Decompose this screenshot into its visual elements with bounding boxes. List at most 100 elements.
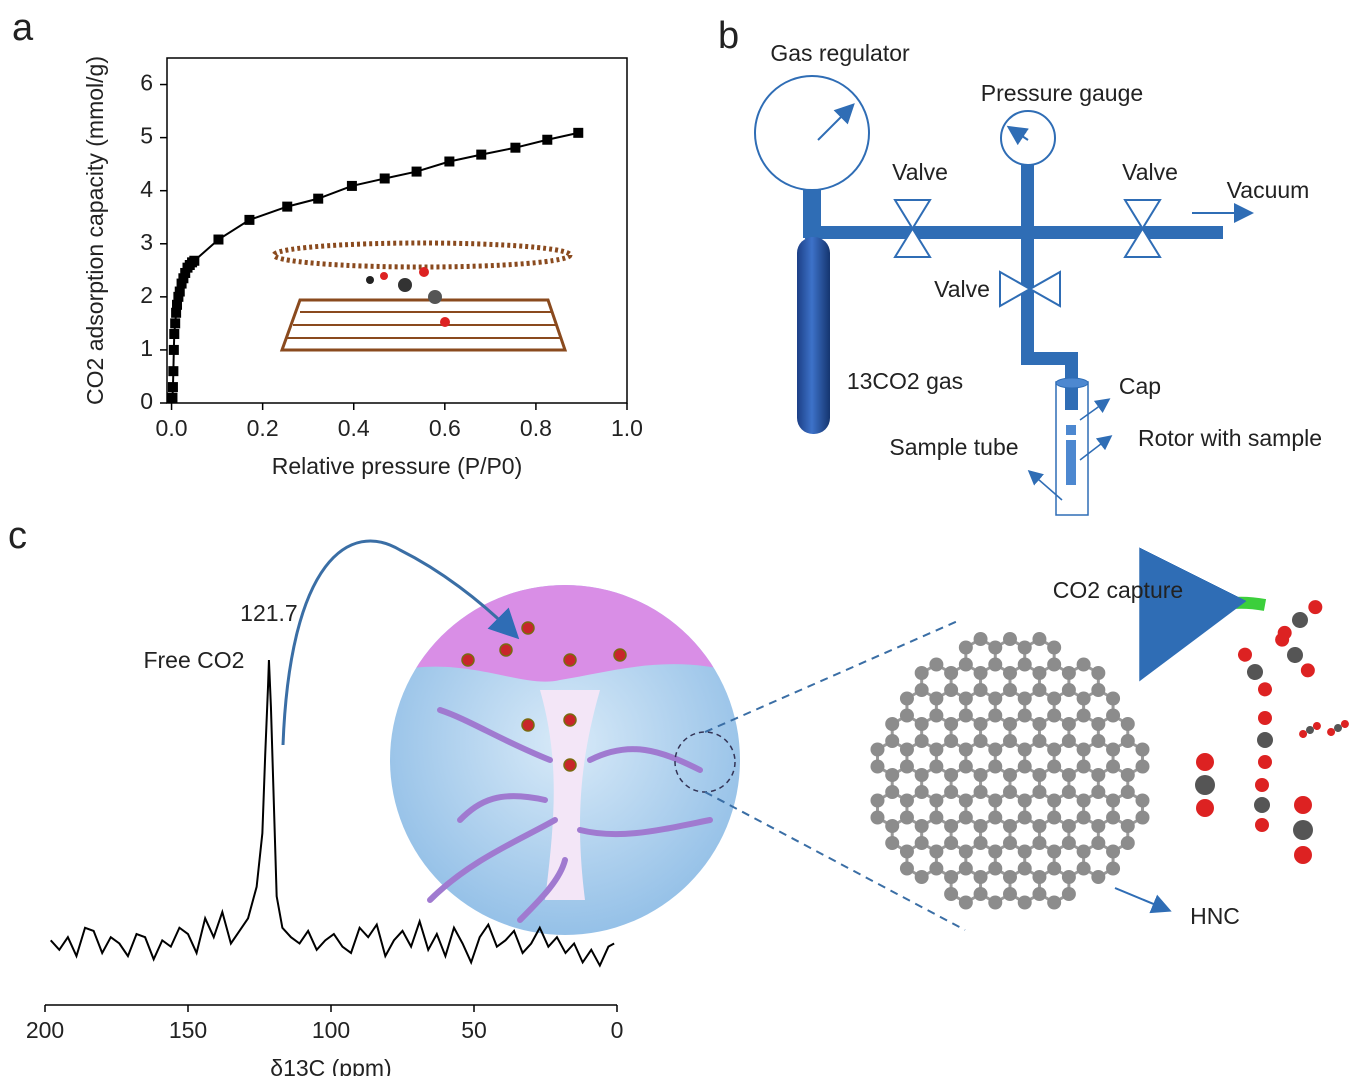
atom [1018, 692, 1032, 706]
atom [1091, 734, 1105, 748]
atom [900, 709, 914, 723]
atom [988, 794, 1002, 808]
data-point [170, 318, 180, 328]
x-tick-label: 0 [611, 1017, 624, 1043]
atom [915, 666, 929, 680]
atom [1062, 887, 1076, 901]
atom [1032, 785, 1046, 799]
atom [1032, 819, 1046, 833]
data-point [476, 150, 486, 160]
atom [929, 862, 943, 876]
data-point [313, 194, 323, 204]
atom [988, 760, 1002, 774]
atom [959, 641, 973, 655]
inset-structure [274, 243, 570, 350]
atom [1091, 785, 1105, 799]
x-tick-label: 0.0 [156, 415, 188, 441]
y-tick-label: 5 [140, 123, 153, 149]
atom [1047, 709, 1061, 723]
atom [1077, 692, 1091, 706]
x-tick-label: 200 [26, 1017, 64, 1043]
y-tick-label: 1 [140, 335, 153, 361]
atom [1003, 683, 1017, 697]
atom [974, 734, 988, 748]
atom [1062, 819, 1076, 833]
atom [988, 845, 1002, 859]
atom [1003, 717, 1017, 731]
atom [1047, 862, 1061, 876]
atom [929, 811, 943, 825]
data-point [444, 157, 454, 167]
atom [974, 819, 988, 833]
atom [1032, 870, 1046, 884]
atom [1091, 768, 1105, 782]
co2-molecules [1195, 597, 1350, 864]
atom [1091, 666, 1105, 680]
data-point [189, 256, 199, 266]
y-tick-label: 4 [140, 176, 153, 202]
atom [1077, 811, 1091, 825]
x-tick-label: 0.6 [429, 415, 461, 441]
atom [1018, 658, 1032, 672]
atom [1106, 862, 1120, 876]
label: Valve [1122, 159, 1178, 185]
atom [915, 785, 929, 799]
atom [959, 692, 973, 706]
atom [1003, 887, 1017, 901]
atom [1062, 666, 1076, 680]
atom [1077, 743, 1091, 757]
x-tick-label: 50 [461, 1017, 487, 1043]
atom [1091, 717, 1105, 731]
atom [1003, 734, 1017, 748]
atom [929, 658, 943, 672]
atom [1047, 641, 1061, 655]
atom [885, 768, 899, 782]
data-point [380, 173, 390, 183]
atom [1136, 811, 1150, 825]
data-point [542, 135, 552, 145]
atom [1018, 862, 1032, 876]
atom [1091, 836, 1105, 850]
atom [974, 632, 988, 646]
atom [870, 794, 884, 808]
atom [944, 683, 958, 697]
atom [1077, 658, 1091, 672]
atom [915, 683, 929, 697]
data-point [169, 345, 179, 355]
atom [974, 717, 988, 731]
atom [900, 794, 914, 808]
atom [1136, 760, 1150, 774]
atom [1077, 760, 1091, 774]
atom [988, 811, 1002, 825]
atom [1003, 768, 1017, 782]
data-point [169, 329, 179, 339]
atom [885, 836, 899, 850]
atom [1032, 632, 1046, 646]
y-tick-label: 2 [140, 282, 153, 308]
atom [915, 734, 929, 748]
label: Valve [934, 276, 990, 302]
atom [1032, 717, 1046, 731]
label: Pressure gauge [981, 80, 1143, 106]
x-tick-label: 0.2 [247, 415, 279, 441]
atom [944, 870, 958, 884]
atom [988, 709, 1002, 723]
atom [915, 870, 929, 884]
atom [1121, 717, 1135, 731]
atom [1003, 870, 1017, 884]
atom [1077, 794, 1091, 808]
atom [944, 768, 958, 782]
atom [988, 692, 1002, 706]
atom [1003, 819, 1017, 833]
atom [1032, 768, 1046, 782]
y-tick-label: 3 [140, 229, 153, 255]
atom [1106, 709, 1120, 723]
atom [1062, 768, 1076, 782]
atom [1091, 819, 1105, 833]
atom [1047, 760, 1061, 774]
atom [1047, 896, 1061, 910]
label: Valve [892, 159, 948, 185]
data-point [167, 393, 177, 403]
label: Gas regulator [770, 40, 910, 66]
panel-letter: b [718, 15, 739, 57]
